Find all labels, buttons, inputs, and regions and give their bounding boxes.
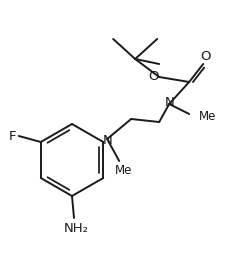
Text: N: N [102, 133, 112, 146]
Text: N: N [164, 96, 174, 109]
Text: F: F [9, 130, 16, 142]
Text: O: O [200, 50, 210, 62]
Text: Me: Me [199, 109, 216, 123]
Text: O: O [148, 69, 158, 82]
Text: NH₂: NH₂ [64, 222, 88, 234]
Text: Me: Me [114, 164, 132, 178]
